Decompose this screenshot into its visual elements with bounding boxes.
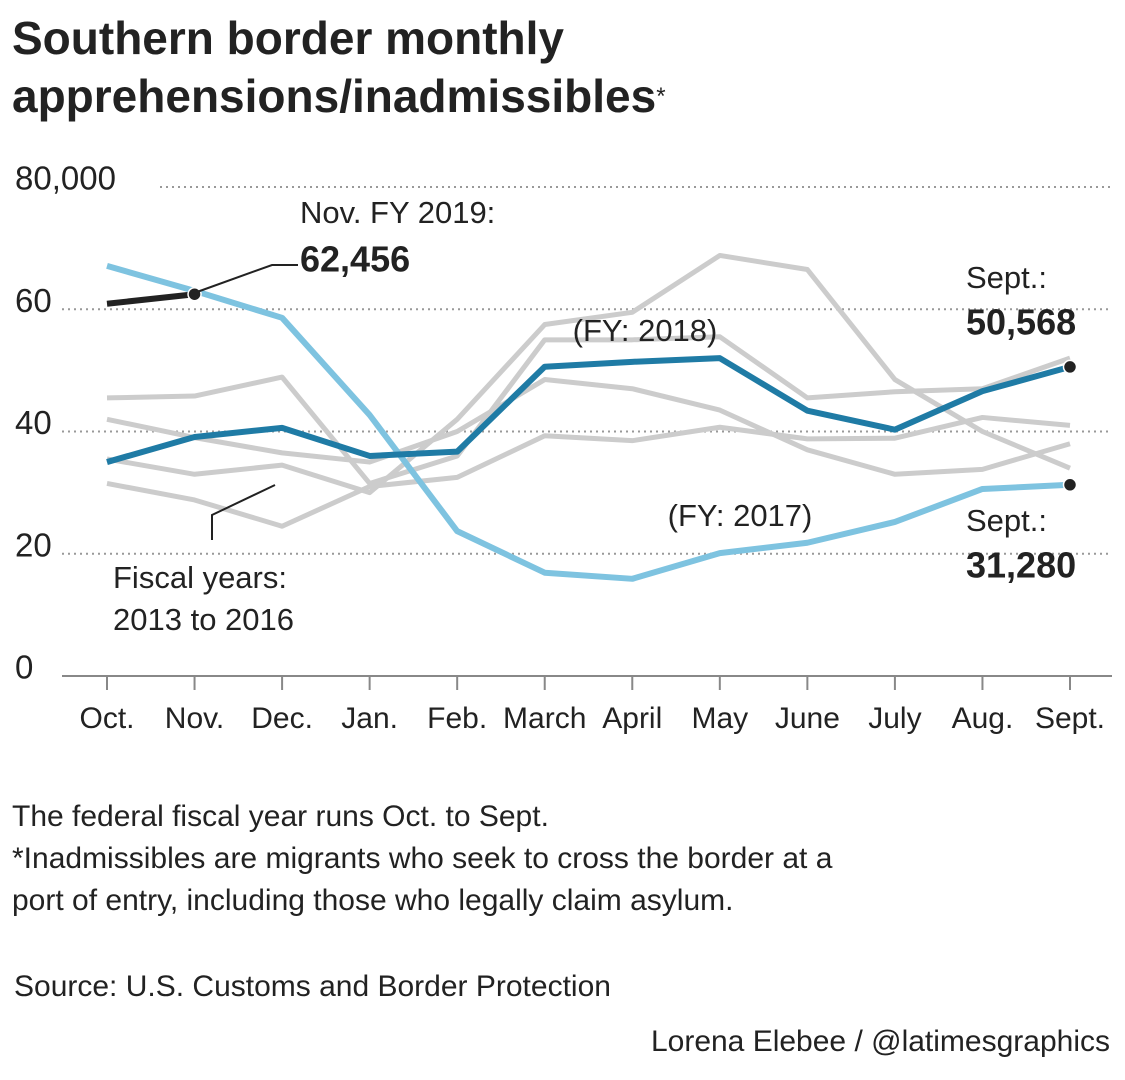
series-label: (FY: 2017): [668, 498, 813, 533]
end-dot: [1062, 477, 1078, 493]
series-line: [106, 355, 1071, 465]
annotation: Sept.:: [966, 260, 1047, 295]
end-dot: [187, 286, 202, 302]
y-tick-label: 80,000: [15, 160, 116, 197]
x-tick-label: May: [691, 702, 748, 735]
note: *Inadmissibles are migrants who seek to …: [12, 842, 833, 875]
annotation: Nov. FY 2019:: [300, 195, 495, 230]
x-tick-label: Dec.: [251, 702, 313, 735]
series-line: [106, 334, 1071, 486]
footnote-mark: *: [656, 83, 665, 110]
x-tick-label: Sept.: [1035, 702, 1105, 735]
note: port of entry, including those who legal…: [12, 884, 733, 917]
y-tick-label: 20: [15, 526, 52, 563]
x-tick-label: Aug.: [952, 702, 1014, 735]
source: Source: U.S. Customs and Border Protecti…: [14, 970, 611, 1003]
annotation: Sept.:: [966, 503, 1047, 538]
series-line: [106, 377, 1071, 477]
series-line: [106, 252, 1071, 496]
leader-line: [211, 484, 276, 540]
x-tick-label: Oct.: [79, 702, 134, 735]
y-tick-label: 40: [15, 404, 52, 441]
note: The federal fiscal year runs Oct. to Sep…: [12, 800, 549, 833]
value-label: 62,456: [300, 239, 410, 280]
series-label: (FY: 2018): [573, 313, 718, 348]
credit: Lorena Elebee / @latimesgraphics: [651, 1025, 1110, 1058]
x-tick-label: June: [775, 702, 840, 735]
value-label: 31,280: [966, 545, 1076, 586]
series-line: [106, 262, 1071, 582]
value-label: 50,568: [966, 302, 1076, 343]
annotation: Fiscal years:: [113, 560, 287, 595]
end-dot: [1062, 359, 1078, 375]
y-tick-label: 0: [15, 649, 33, 686]
x-tick-label: April: [602, 702, 662, 735]
leader-line: [196, 264, 298, 293]
x-tick-label: Nov.: [165, 702, 224, 735]
chart-title-line: apprehensions/inadmissibles: [12, 70, 656, 122]
series-line: [106, 291, 195, 307]
series-line: [106, 414, 1071, 529]
y-tick-label: 60: [15, 282, 52, 319]
x-tick-label: Feb.: [427, 702, 487, 735]
x-tick-label: March: [503, 702, 586, 735]
plot: 0 20 40 60 80,000 Oct. Nov. Dec. Jan. Feb. March Ap…: [15, 160, 1112, 735]
x-tick-label: Jan.: [341, 702, 398, 735]
chart-title: Southern border monthly: [12, 12, 564, 64]
annotation: 2013 to 2016: [113, 602, 294, 637]
x-tick-label: July: [868, 702, 921, 735]
chart-title: apprehensions/inadmissibles*: [12, 70, 666, 122]
